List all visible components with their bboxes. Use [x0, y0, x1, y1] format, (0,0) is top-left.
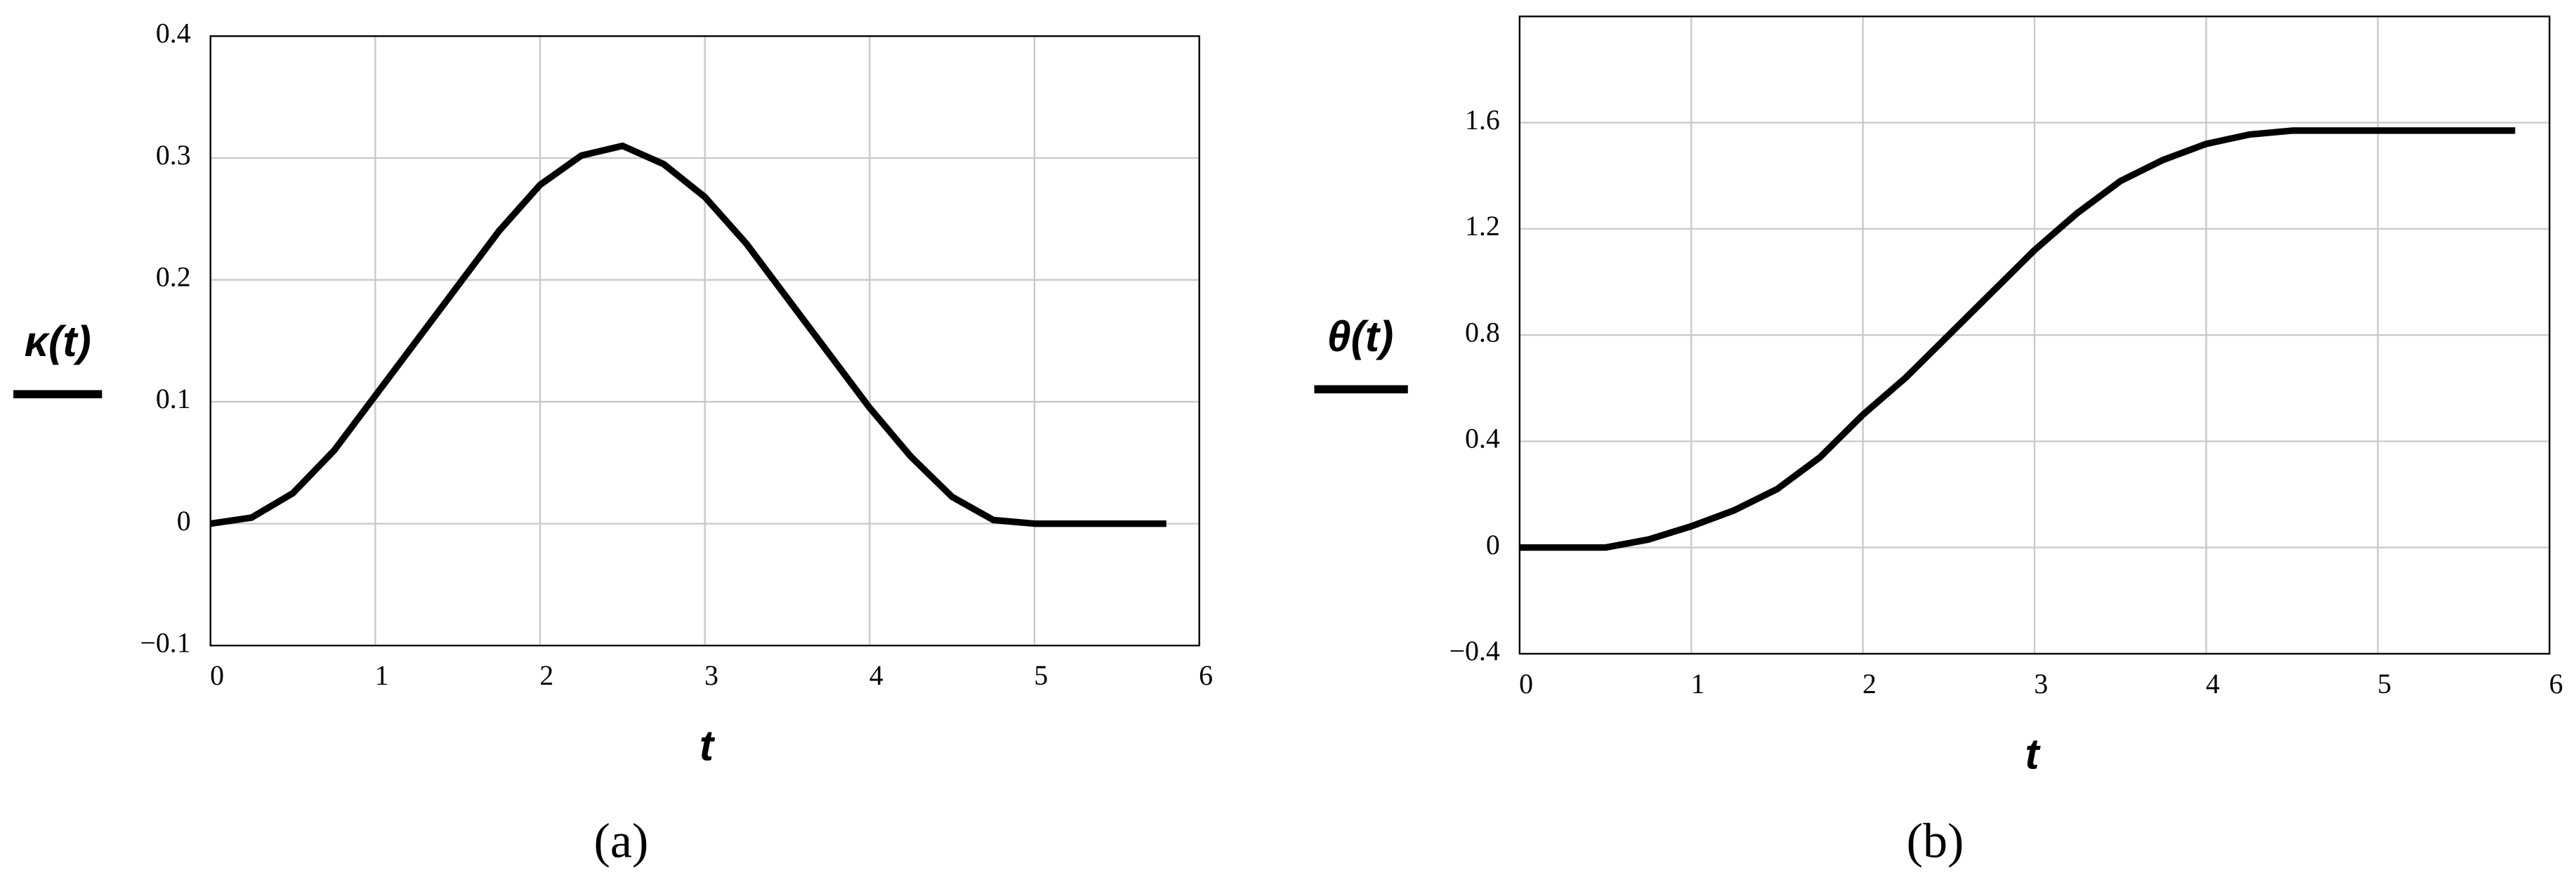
y-tick-label: −0.4: [1450, 636, 1500, 666]
y-tick-label: 0.4: [1465, 423, 1500, 454]
x-tick-label: 2: [1862, 669, 1877, 699]
y-tick-label: 0: [177, 506, 191, 537]
x-tick-label: 0: [210, 660, 224, 691]
x-tick-label: 3: [2034, 669, 2048, 699]
line: [210, 142, 1167, 527]
y-axis-label: κ(t): [25, 317, 91, 365]
y-tick-label: 0.4: [156, 18, 191, 49]
line: [1519, 127, 2516, 551]
y-tick-label: 0.2: [156, 262, 191, 293]
panel-caption: (a): [593, 814, 648, 869]
x-tick-label: 6: [2549, 669, 2563, 699]
y-axis-label: θ(t): [1327, 313, 1394, 360]
x-tick-label: 5: [1034, 660, 1048, 691]
y-tick-label: 0: [1486, 530, 1500, 560]
x-tick-label: 5: [2377, 669, 2391, 699]
plot-frame: [1518, 15, 2551, 655]
x-tick-label: 4: [869, 660, 883, 691]
y-tick-label: 1.2: [1465, 211, 1500, 242]
y-tick-label: −0.1: [140, 627, 191, 658]
y-tick-label: 0.3: [156, 140, 191, 171]
x-tick-label: 3: [704, 660, 718, 691]
x-tick-label: 4: [2206, 669, 2220, 699]
x-axis-label: t: [699, 722, 716, 770]
x-tick-label: 6: [1199, 660, 1213, 691]
y-tick-label: 1.6: [1465, 105, 1500, 136]
x-tick-label: 1: [1691, 669, 1705, 699]
x-tick-label: 1: [375, 660, 389, 691]
y-tick-label: 0.1: [156, 383, 191, 414]
x-axis-label: t: [2025, 730, 2041, 777]
plot-frame: [209, 35, 1200, 647]
x-tick-label: 2: [539, 660, 553, 691]
x-tick-label: 0: [1519, 669, 1533, 699]
panel-caption: (b): [1907, 814, 1964, 869]
y-tick-label: 0.8: [1465, 317, 1500, 348]
